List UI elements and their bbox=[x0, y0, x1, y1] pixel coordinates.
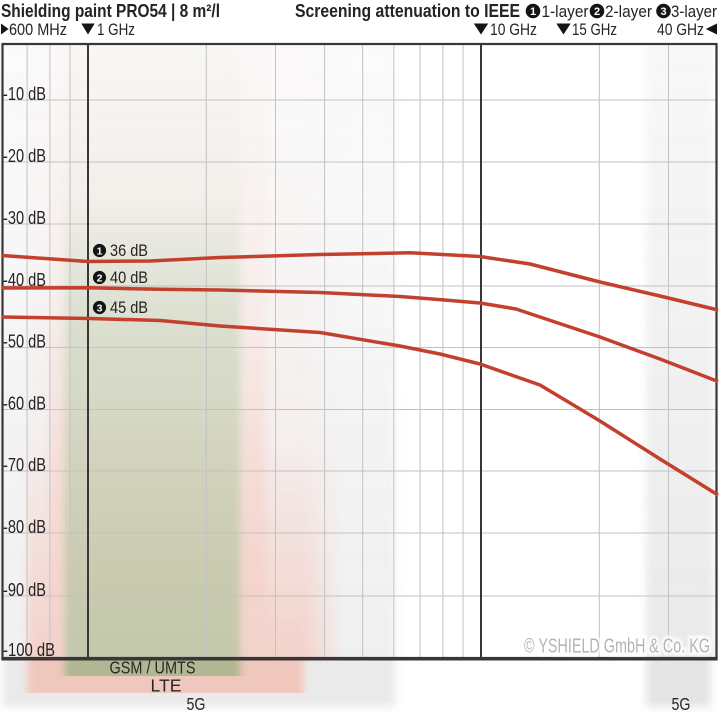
svg-text:2: 2 bbox=[97, 272, 103, 284]
svg-text:1-layer: 1-layer bbox=[542, 2, 589, 21]
svg-text:-100 dB: -100 dB bbox=[3, 640, 55, 660]
svg-text:36 dB: 36 dB bbox=[110, 242, 148, 260]
svg-text:5G: 5G bbox=[187, 694, 206, 714]
svg-text:LTE: LTE bbox=[151, 676, 182, 696]
svg-text:40 dB: 40 dB bbox=[110, 269, 148, 287]
svg-text:10 GHz: 10 GHz bbox=[490, 20, 537, 39]
svg-text:3-layer: 3-layer bbox=[671, 2, 717, 21]
svg-text:40 GHz: 40 GHz bbox=[657, 20, 704, 39]
svg-text:600 MHz: 600 MHz bbox=[9, 20, 67, 39]
svg-text:1: 1 bbox=[97, 245, 103, 257]
svg-text:3: 3 bbox=[660, 6, 666, 18]
svg-text:-60 dB: -60 dB bbox=[3, 394, 46, 414]
svg-text:1 GHz: 1 GHz bbox=[97, 20, 135, 39]
svg-text:1: 1 bbox=[530, 6, 536, 18]
svg-text:-30 dB: -30 dB bbox=[3, 208, 46, 228]
svg-text:-20 dB: -20 dB bbox=[3, 146, 46, 166]
svg-text:15 GHz: 15 GHz bbox=[572, 20, 617, 39]
svg-text:-40 dB: -40 dB bbox=[3, 270, 46, 290]
svg-text:-90 dB: -90 dB bbox=[3, 580, 46, 600]
svg-text:45 dB: 45 dB bbox=[110, 299, 148, 317]
svg-text:-50 dB: -50 dB bbox=[3, 332, 46, 352]
svg-text:-10 dB: -10 dB bbox=[3, 84, 46, 104]
svg-text:© YSHIELD GmbH & Co. KG: © YSHIELD GmbH & Co. KG bbox=[524, 636, 710, 658]
svg-text:2-layer: 2-layer bbox=[605, 2, 652, 21]
svg-text:GSM / UMTS: GSM / UMTS bbox=[110, 658, 196, 678]
svg-text:Shielding paint PRO54 | 8 m²/l: Shielding paint PRO54 | 8 m²/l bbox=[1, 1, 220, 21]
svg-text:3: 3 bbox=[97, 302, 103, 314]
svg-text:© YSHIELD GmbH & Co. KG: © YSHIELD GmbH & Co. KG bbox=[524, 636, 710, 658]
svg-text:2: 2 bbox=[594, 6, 600, 18]
svg-text:5G: 5G bbox=[672, 694, 691, 714]
svg-text:-70 dB: -70 dB bbox=[3, 455, 46, 475]
svg-text:-80 dB: -80 dB bbox=[3, 517, 46, 537]
svg-text:Screening attenuation to IEEE: Screening attenuation to IEEE bbox=[295, 1, 520, 21]
